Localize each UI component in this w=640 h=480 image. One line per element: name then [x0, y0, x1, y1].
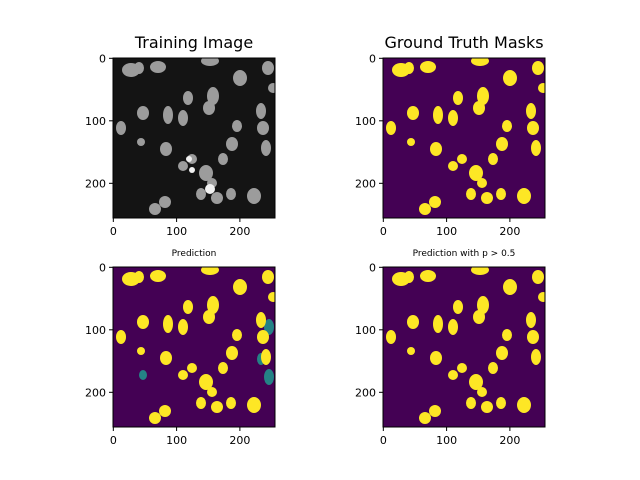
- training-image-panel: 0 100 200 0 100 200: [85, 52, 276, 238]
- panel-title-thresholded-prediction: Prediction with p > 0.5: [412, 249, 516, 259]
- x-tick-label: 200: [229, 434, 250, 447]
- prediction-panel: 0 100 200 0 100 200: [85, 261, 276, 447]
- y-tick-label: 200: [355, 177, 376, 190]
- x-tick-label: 0: [380, 434, 387, 447]
- panel-title-prediction: Prediction: [171, 249, 217, 259]
- panel-title-ground-truth: Ground Truth Masks: [384, 33, 544, 52]
- x-tick-label: 200: [229, 225, 250, 238]
- x-tick-label: 100: [166, 434, 187, 447]
- x-tick-label: 200: [499, 225, 520, 238]
- axes-frame: [382, 57, 546, 219]
- y-tick-label: 200: [355, 386, 376, 399]
- y-tick-label: 100: [85, 115, 106, 128]
- thresholded-mask: [383, 267, 545, 427]
- axis-ticks: 0 100 200 0 100 200: [355, 52, 520, 238]
- ground-truth-panel: 0 100 200 0 100 200: [355, 52, 546, 238]
- ground-truth-mask: [383, 58, 545, 218]
- prediction-map: [113, 267, 275, 427]
- thresholded-prediction-panel: 0 100 200 0 100 200: [355, 261, 546, 447]
- axis-ticks: 0 100 200 0 100 200: [355, 261, 520, 447]
- x-tick-label: 100: [436, 225, 457, 238]
- axes-frame: [112, 266, 276, 428]
- x-tick-label: 200: [499, 434, 520, 447]
- y-tick-label: 100: [355, 115, 376, 128]
- y-tick-label: 0: [99, 52, 106, 65]
- y-tick-label: 0: [99, 261, 106, 274]
- prediction-edges: [139, 319, 274, 385]
- x-tick-label: 0: [110, 434, 117, 447]
- x-tick-label: 0: [110, 225, 117, 238]
- y-tick-label: 100: [355, 324, 376, 337]
- bright-nuclei: [186, 156, 215, 194]
- panel-title-training-image: Training Image: [134, 33, 254, 52]
- x-tick-label: 100: [166, 225, 187, 238]
- y-tick-label: 200: [85, 386, 106, 399]
- axis-ticks: 0 100 200 0 100 200: [85, 52, 250, 238]
- y-tick-label: 200: [85, 177, 106, 190]
- axes-frame: [382, 266, 546, 428]
- x-tick-label: 0: [380, 225, 387, 238]
- y-tick-label: 0: [369, 52, 376, 65]
- y-tick-label: 0: [369, 261, 376, 274]
- training-image: [113, 58, 275, 218]
- x-tick-label: 100: [436, 434, 457, 447]
- y-tick-label: 100: [85, 324, 106, 337]
- axes-frame: [112, 57, 276, 219]
- axis-ticks: 0 100 200 0 100 200: [85, 261, 250, 447]
